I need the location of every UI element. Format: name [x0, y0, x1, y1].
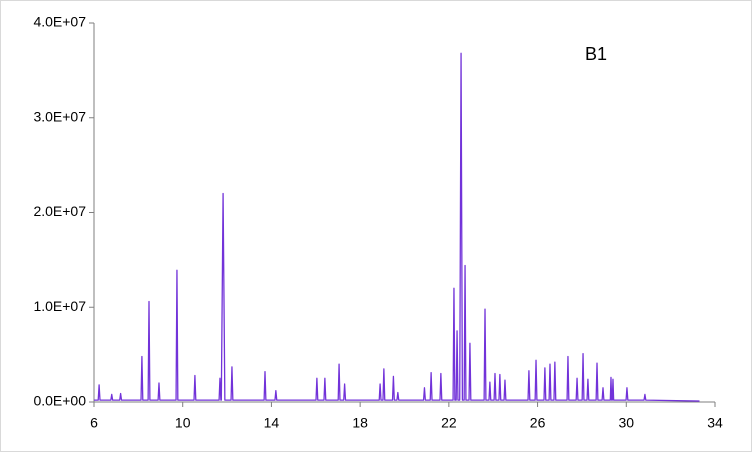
- x-tick-label: 18: [352, 415, 368, 431]
- annotation: B1: [585, 44, 607, 64]
- y-tick-label: 0.0E+00: [33, 393, 86, 409]
- x-tick-label: 22: [441, 415, 457, 431]
- y-tick-label: 3.0E+07: [33, 108, 86, 124]
- x-tick-label: 34: [707, 415, 723, 431]
- x-tick-label: 10: [175, 415, 191, 431]
- y-tick-label: 1.0E+07: [33, 298, 86, 314]
- y-tick-label: 2.0E+07: [33, 203, 86, 219]
- x-tick-label: 30: [618, 415, 634, 431]
- x-tick-label: 6: [90, 415, 98, 431]
- y-tick-label: 4.0E+07: [33, 14, 86, 30]
- trace-line: [94, 52, 700, 402]
- x-tick-label: 14: [264, 415, 280, 431]
- x-tick-label: 26: [530, 415, 546, 431]
